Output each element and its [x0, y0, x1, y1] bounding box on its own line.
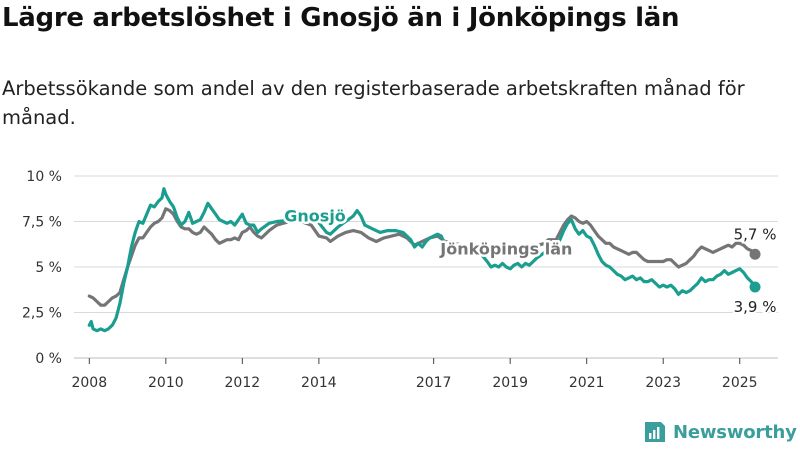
brand-name: Newsworthy [673, 421, 797, 443]
chart-title: Lägre arbetslöshet i Gnosjö än i Jönköpi… [2, 3, 680, 33]
newsworthy-logo-icon [645, 422, 665, 442]
series-label: Gnosjö [284, 207, 346, 226]
x-tick-label: 2014 [301, 375, 337, 391]
brand-logo: Newsworthy [643, 420, 797, 444]
x-tick-label: 2023 [645, 375, 681, 391]
series-end-point [749, 248, 761, 260]
x-tick-label: 2008 [71, 375, 107, 391]
x-tick-label: 2021 [569, 375, 605, 391]
x-tick-label: 2012 [225, 375, 261, 391]
series-end-point [749, 281, 761, 293]
series-label: Jönköpings län [439, 239, 572, 258]
y-tick-label: 0 % [35, 351, 62, 367]
series-line [87, 187, 757, 333]
x-tick-label: 2025 [722, 375, 758, 391]
series-line [87, 207, 757, 307]
y-tick-label: 10 % [26, 169, 62, 185]
series-end-label: 3,9 % [734, 298, 777, 316]
x-tick-label: 2017 [416, 375, 452, 391]
series-end-label: 5,7 % [734, 225, 777, 243]
y-tick-label: 5 % [35, 260, 62, 276]
y-tick-label: 2,5 % [22, 306, 62, 322]
y-tick-label: 7,5 % [22, 215, 62, 231]
x-tick-label: 2010 [148, 375, 184, 391]
x-tick-label: 2019 [492, 375, 528, 391]
chart-subtitle: Arbetssökande som andel av den registerb… [2, 77, 745, 129]
